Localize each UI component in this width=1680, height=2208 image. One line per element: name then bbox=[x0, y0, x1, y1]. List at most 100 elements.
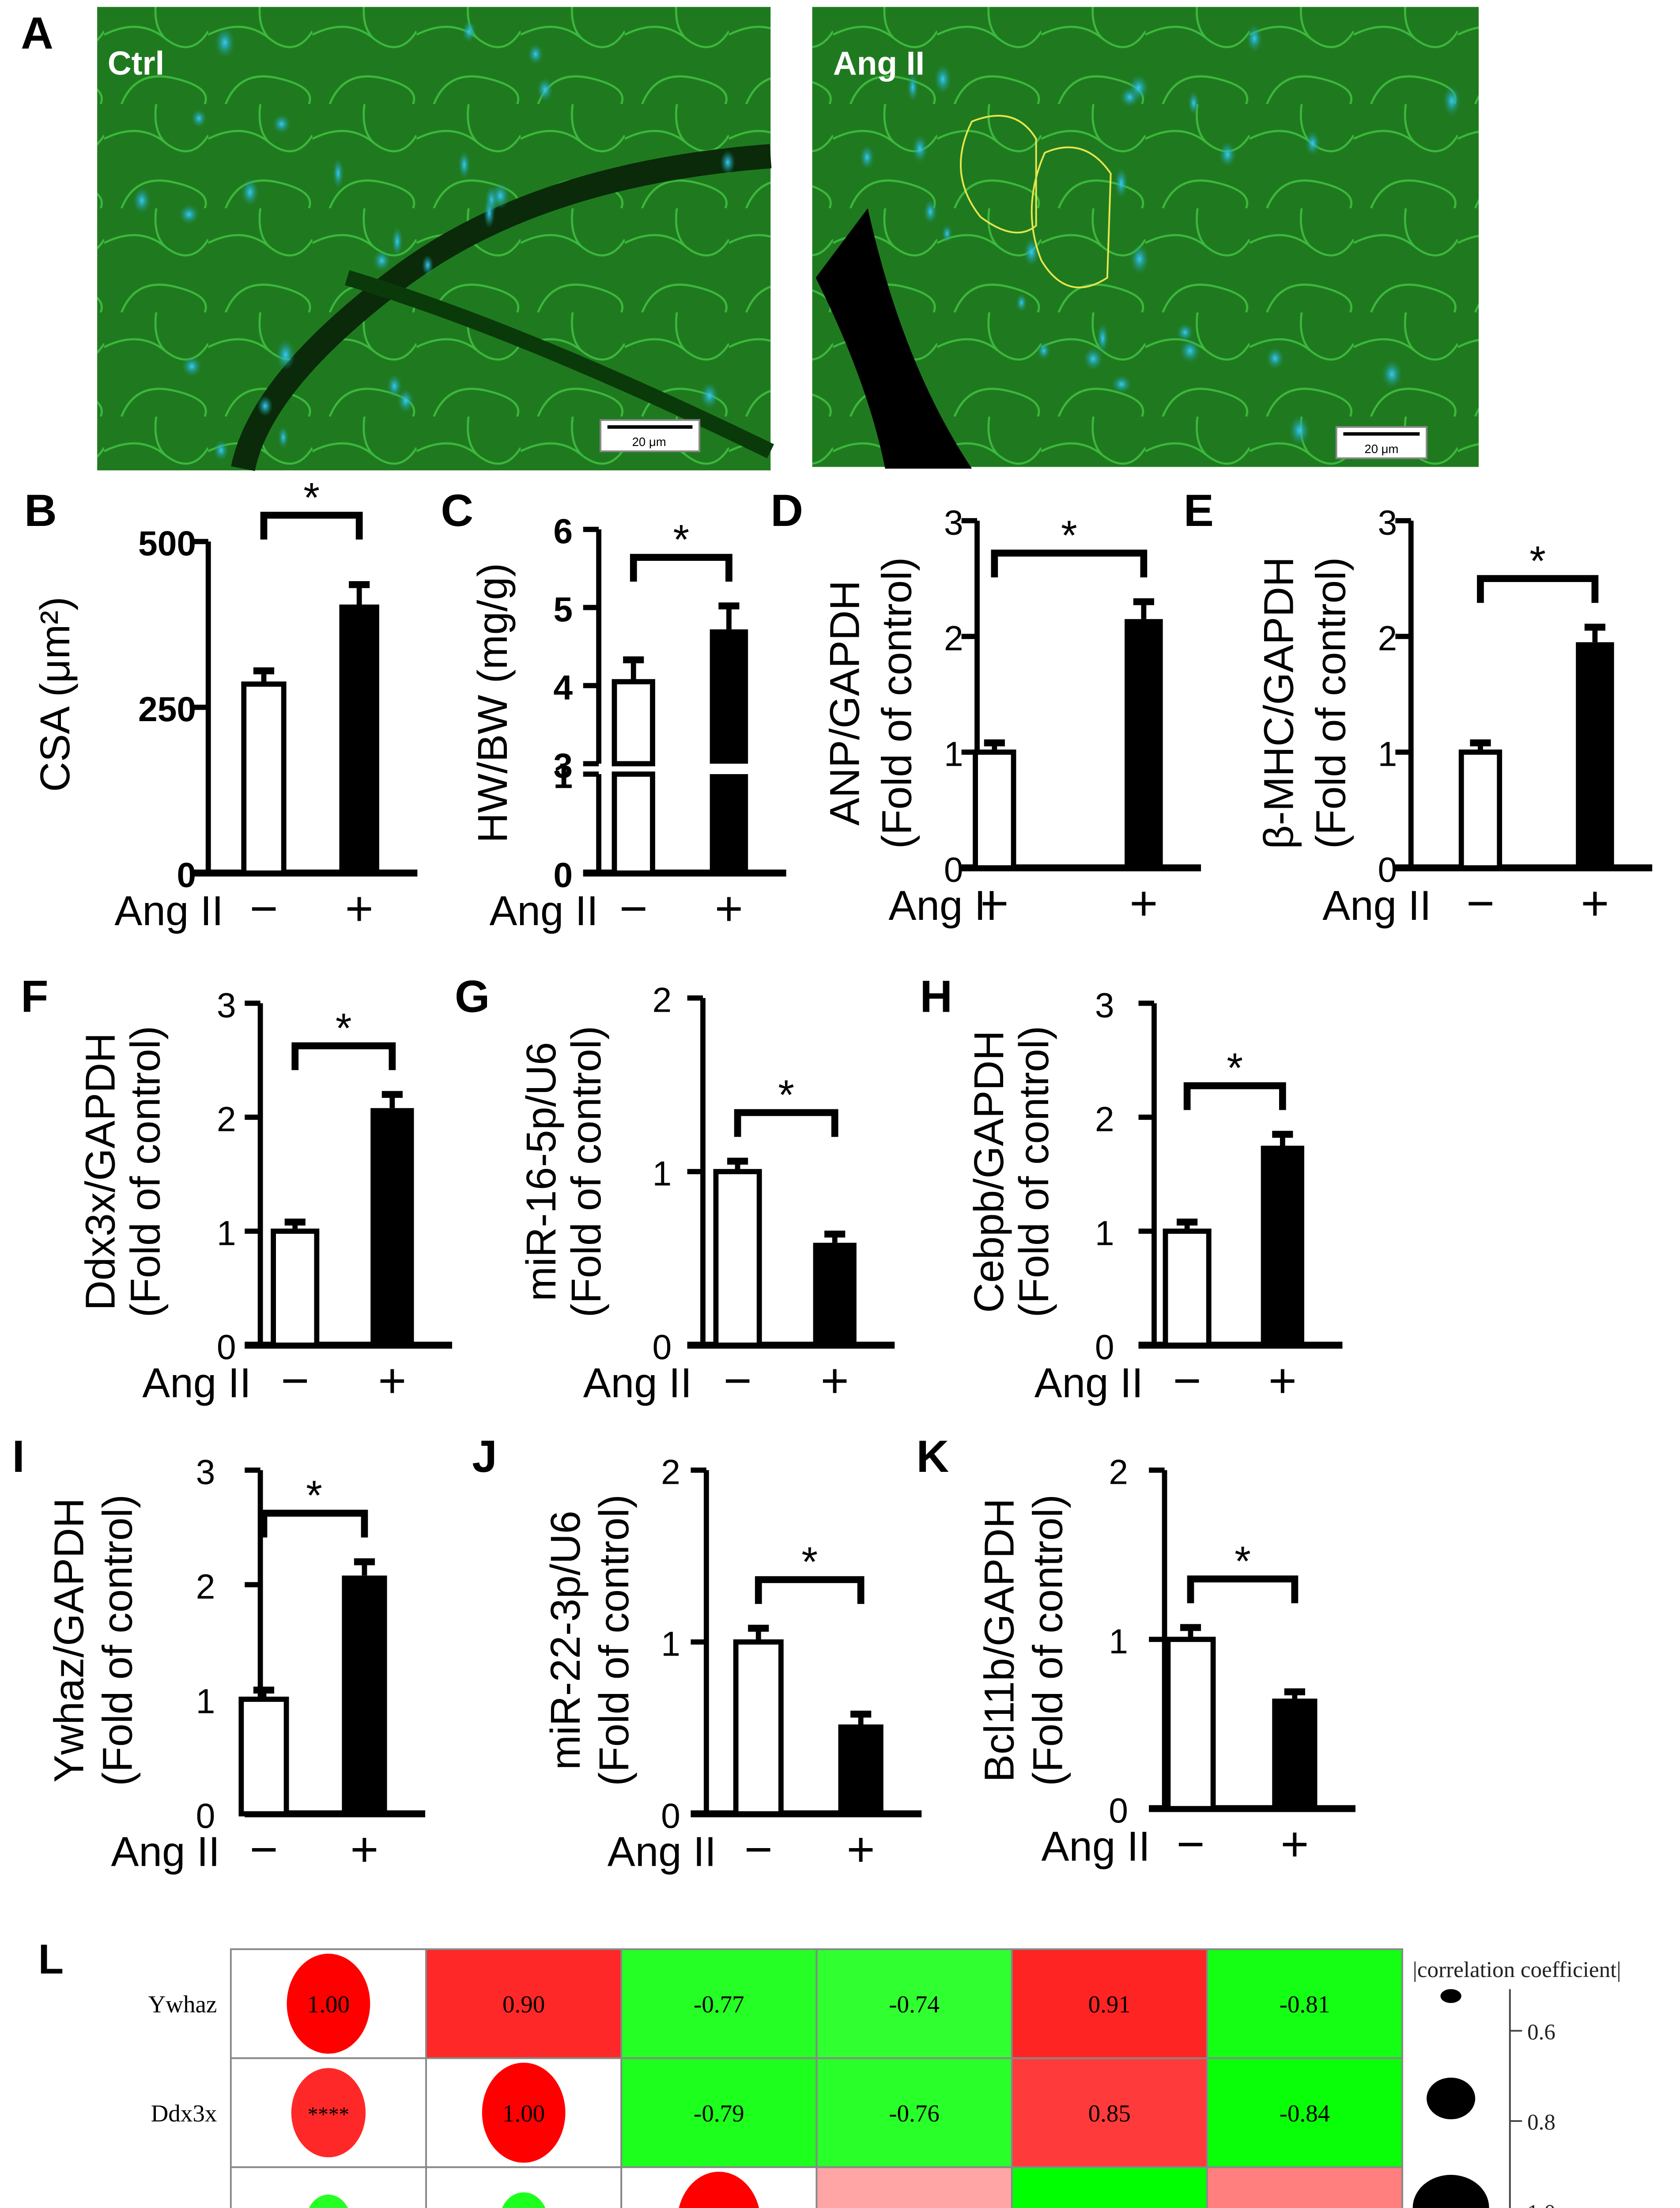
treatment-label: Ang II bbox=[889, 882, 997, 929]
nucleus bbox=[536, 77, 553, 102]
treatment-label: Ang II bbox=[142, 1360, 251, 1406]
nucleus bbox=[397, 389, 414, 413]
cell-value: -0.77 bbox=[694, 1991, 744, 2018]
y-tick-label: 1 bbox=[217, 1214, 236, 1252]
nucleus bbox=[1177, 323, 1193, 342]
significance-star: * bbox=[778, 1072, 794, 1118]
significance-bracket bbox=[734, 1109, 838, 1137]
nucleus bbox=[1016, 293, 1027, 312]
y-tick-label: 1 bbox=[1095, 1214, 1114, 1252]
bar-angii bbox=[838, 1724, 883, 1814]
bar-angii bbox=[1261, 1146, 1304, 1346]
bar-ctrl bbox=[271, 1229, 320, 1348]
bar-ctrl bbox=[241, 681, 287, 876]
y-tick-label: 4 bbox=[553, 668, 573, 707]
panel-letter-i: I bbox=[12, 1431, 25, 1482]
y-axis-label: β-MHC/GAPDH bbox=[1255, 557, 1302, 849]
y-axis-label: ANP/GAPDH bbox=[822, 580, 868, 826]
outlined-cell bbox=[1031, 146, 1112, 288]
category-label: − bbox=[249, 881, 278, 936]
correlation-circle bbox=[287, 1954, 370, 2054]
nucleus bbox=[391, 227, 403, 257]
y-tick-label: 1 bbox=[661, 1625, 680, 1664]
nucleus bbox=[241, 178, 259, 206]
category-label: + bbox=[378, 1354, 406, 1408]
y-axis-label-secondary: (Fold of control) bbox=[1025, 1494, 1071, 1786]
y-axis-label-secondary: (Fold of control) bbox=[94, 1494, 141, 1786]
y-tick-label: 3 bbox=[196, 1453, 215, 1492]
nucleus bbox=[912, 135, 928, 163]
y-tick-label: 3 bbox=[1095, 986, 1114, 1025]
size-legend-title: |correlation coefficient| bbox=[1413, 1957, 1621, 1982]
cell-value: 0.85 bbox=[1088, 2100, 1131, 2127]
y-tick-label: 0 bbox=[553, 855, 573, 894]
bar-panel-i: I 0 1 2 3 − + * Ang II Ywhaz/GAPDH (Fold of contro… bbox=[12, 1431, 426, 1876]
correlation-circle bbox=[679, 2171, 759, 2208]
panel-letter-h: H bbox=[920, 971, 952, 1021]
significance-label: **** bbox=[308, 2103, 349, 2126]
bar-ctrl bbox=[238, 1697, 289, 1817]
category-label: − bbox=[1466, 876, 1495, 930]
correlation-circle bbox=[482, 2062, 566, 2163]
nucleus bbox=[1083, 347, 1103, 371]
nucleus bbox=[278, 426, 289, 449]
bar-lower-angii bbox=[710, 774, 748, 873]
cell-value: 0.90 bbox=[502, 1991, 545, 2018]
treatment-label: Ang II bbox=[114, 888, 223, 934]
y-tick-label: 1 bbox=[1109, 1622, 1128, 1661]
treatment-label: Ang II bbox=[608, 1828, 716, 1875]
heatmap-cell bbox=[1206, 2057, 1404, 2168]
y-tick-label: 3 bbox=[553, 746, 573, 785]
nucleus bbox=[387, 374, 402, 398]
nucleus bbox=[272, 114, 291, 134]
y-axis-label: HW/BW (mg/g) bbox=[469, 563, 516, 843]
heatmap-cell bbox=[620, 2057, 818, 2168]
y-tick-label: 0 bbox=[217, 1328, 236, 1367]
nucleus bbox=[1037, 341, 1050, 360]
nucleus bbox=[528, 44, 544, 65]
nucleus bbox=[215, 27, 235, 58]
cell-value: -0.81 bbox=[1280, 1991, 1330, 2018]
y-tick-label: 0 bbox=[661, 1796, 680, 1835]
nucleus bbox=[700, 382, 719, 409]
micrograph-ctrl: Ctrl 20 μm bbox=[97, 7, 774, 471]
panel-letter-a: A bbox=[21, 8, 53, 58]
panel-letter-b: B bbox=[24, 485, 57, 536]
bar-ctrl bbox=[733, 1639, 784, 1817]
nucleus bbox=[1114, 167, 1128, 199]
row-label: Ywhaz bbox=[148, 1991, 217, 2018]
correlation-circle bbox=[502, 2192, 546, 2208]
category-label: − bbox=[249, 1822, 278, 1876]
row-label: Ddx3x bbox=[151, 2100, 217, 2127]
significance-bracket bbox=[260, 1509, 368, 1538]
bar-panel-c: C 0 13 4 5 6 − + * Ang II HW/BW (mg/g) bbox=[441, 485, 786, 936]
bar-angii bbox=[710, 629, 748, 764]
bar-angii bbox=[1125, 619, 1163, 868]
category-label: + bbox=[1280, 1817, 1309, 1871]
category-label: − bbox=[1173, 1354, 1201, 1408]
y-axis-label: Cebpb/GAPDH bbox=[966, 1030, 1012, 1313]
treatment-label: Ang II bbox=[111, 1828, 220, 1875]
y-tick-label: 1 bbox=[1378, 735, 1397, 774]
significance-bracket bbox=[991, 549, 1148, 578]
y-tick-label: 5 bbox=[553, 590, 573, 629]
nucleus bbox=[373, 250, 391, 272]
significance-bracket bbox=[630, 554, 732, 582]
cell-value: -0.79 bbox=[694, 2100, 744, 2127]
y-tick-label: 1 bbox=[196, 1682, 215, 1720]
correlation-circle bbox=[291, 2068, 366, 2158]
correlation-circle bbox=[309, 2194, 348, 2208]
nucleus bbox=[213, 440, 229, 461]
y-tick-label: 0 bbox=[1095, 1328, 1114, 1367]
y-tick-label: 2 bbox=[1095, 1100, 1114, 1138]
nucleus bbox=[1097, 323, 1109, 353]
nucleus bbox=[1130, 244, 1149, 274]
category-label: + bbox=[715, 881, 743, 936]
y-tick-label: 2 bbox=[1109, 1453, 1128, 1492]
y-tick-label: 0 bbox=[652, 1328, 672, 1367]
bar-ctrl bbox=[1165, 1637, 1216, 1811]
category-label: − bbox=[723, 1354, 751, 1408]
nucleus bbox=[907, 72, 919, 102]
significance-star: * bbox=[673, 516, 689, 563]
heatmap-cell bbox=[815, 2166, 1013, 2208]
